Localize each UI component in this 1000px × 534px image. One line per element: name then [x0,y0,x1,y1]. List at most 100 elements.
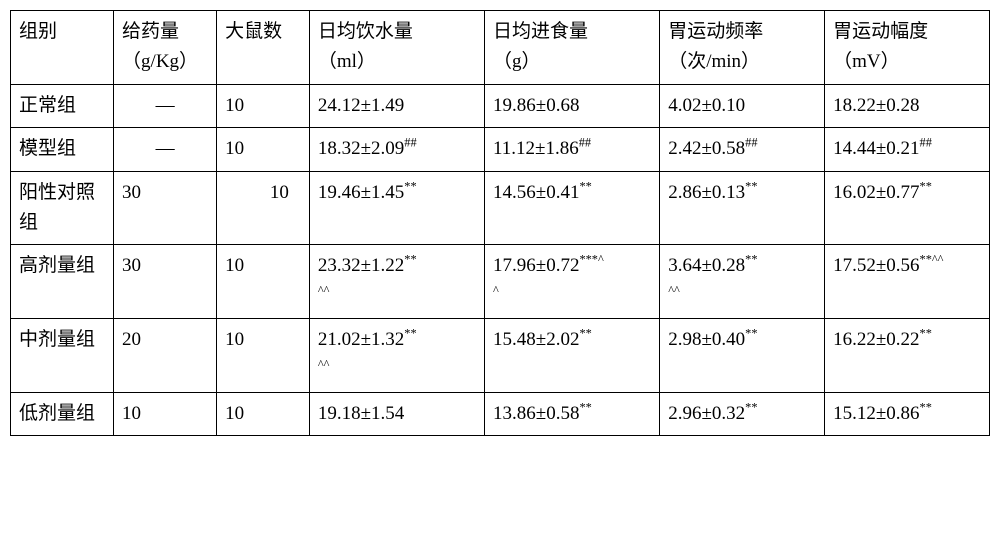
cell-food: 15.48±2.02** [485,319,660,393]
value-text: 23.32±1.22 [318,255,404,276]
value-text: 18.22±0.28 [833,95,919,116]
col-header-group: 组别 [11,11,114,85]
cell-food: 17.96±0.72***^ ^ [485,245,660,319]
header-unit: （g/Kg） [122,51,198,72]
value-text: 24.12±1.49 [318,95,404,116]
col-header-dose: 给药量 （g/Kg） [114,11,217,85]
cell-water: 19.18±1.54 [309,392,484,435]
cell-dose: 30 [114,171,217,245]
cell-food: 13.86±0.58** [485,392,660,435]
sig-marker-line2: ^^ [668,283,680,297]
col-header-freq: 胃运动频率 （次/min） [660,11,825,85]
cell-dose: 20 [114,319,217,393]
value-text: 19.46±1.45 [318,182,404,203]
sig-marker: ** [920,179,932,193]
cell-water: 21.02±1.32** ^^ [309,319,484,393]
col-header-rats: 大鼠数 [217,11,310,85]
cell-rats: 10 [217,171,310,245]
header-text: 胃运动幅度 [833,21,928,42]
table-row: 低剂量组 10 10 19.18±1.54 13.86±0.58** 2.96±… [11,392,990,435]
cell-freq: 2.98±0.40** [660,319,825,393]
value-text: 2.98±0.40 [668,329,745,350]
header-unit: （g） [493,51,541,72]
cell-rats: 10 [217,392,310,435]
cell-food: 14.56±0.41** [485,171,660,245]
value-text: 17.96±0.72 [493,255,579,276]
cell-rats: 10 [217,84,310,127]
sig-marker: ** [404,327,416,341]
value-text: 19.86±0.68 [493,95,579,116]
value-text: 11.12±1.86 [493,138,579,159]
header-text: 日均饮水量 [318,21,413,42]
sig-marker: ## [404,136,416,150]
value-text: 4.02±0.10 [668,95,745,116]
value-text: 21.02±1.32 [318,329,404,350]
cell-food: 11.12±1.86## [485,128,660,171]
value-text: 2.86±0.13 [668,182,745,203]
value-text: 16.02±0.77 [833,182,919,203]
cell-freq: 2.96±0.32** [660,392,825,435]
value-text: 19.18±1.54 [318,403,404,424]
cell-water: 23.32±1.22** ^^ [309,245,484,319]
sig-marker: ** [745,253,757,267]
header-unit: （次/min） [668,51,760,72]
header-text: 给药量 [122,21,179,42]
cell-food: 19.86±0.68 [485,84,660,127]
sig-marker-line2: ^^ [318,357,330,371]
cell-freq: 3.64±0.28** ^^ [660,245,825,319]
value-text: 17.52±0.56 [833,255,919,276]
cell-freq: 2.86±0.13** [660,171,825,245]
table-row: 高剂量组 30 10 23.32±1.22**^^ 17.96±0.72***^… [11,245,990,319]
cell-amp: 16.02±0.77** [825,171,990,245]
cell-dose: 30 [114,245,217,319]
table-row: 阳性对照组 30 10 19.46±1.45** 14.56±0.41** 2.… [11,171,990,245]
value-text: 2.96±0.32 [668,403,745,424]
header-unit: （ml） [318,51,376,72]
header-text: 大鼠数 [225,21,282,42]
cell-dose: 10 [114,392,217,435]
col-header-food: 日均进食量 （g） [485,11,660,85]
sig-marker-line2: ^^ [318,283,330,297]
cell-rats: 10 [217,128,310,171]
cell-rats: 10 [217,245,310,319]
header-row: 组别 给药量 （g/Kg） 大鼠数 日均饮水量 （ml） 日均进食量 （g） 胃运动频… [11,11,990,85]
sig-marker: ** [579,327,591,341]
sig-marker: ** [404,253,416,267]
col-header-water: 日均饮水量 （ml） [309,11,484,85]
cell-freq: 2.42±0.58## [660,128,825,171]
sig-marker: ## [920,136,932,150]
sig-marker: ** [745,401,757,415]
sig-marker: ## [745,136,757,150]
value-text: 3.64±0.28 [668,255,745,276]
data-table: 组别 给药量 （g/Kg） 大鼠数 日均饮水量 （ml） 日均进食量 （g） 胃运动频… [10,10,990,436]
cell-group: 正常组 [11,84,114,127]
table-row: 模型组 — 10 18.32±2.09## 11.12±1.86## 2.42±… [11,128,990,171]
cell-group: 中剂量组 [11,319,114,393]
cell-amp: 15.12±0.86** [825,392,990,435]
sig-marker: ** [745,179,757,193]
cell-group: 阳性对照组 [11,171,114,245]
header-text: 组别 [19,21,57,42]
cell-water: 24.12±1.49 [309,84,484,127]
cell-dose: — [114,128,217,171]
value-text: 13.86±0.58 [493,403,579,424]
cell-water: 18.32±2.09## [309,128,484,171]
cell-freq: 4.02±0.10 [660,84,825,127]
value-text: 18.32±2.09 [318,138,404,159]
sig-marker: ***^ [579,253,603,267]
value-text: 15.12±0.86 [833,403,919,424]
sig-marker: ## [579,136,591,150]
value-text: 14.56±0.41 [493,182,579,203]
sig-marker: ** [920,327,932,341]
value-text: 14.44±0.21 [833,138,919,159]
table-row: 中剂量组 20 10 21.02±1.32**^^ 15.48±2.02** 2… [11,319,990,393]
col-header-amp: 胃运动幅度（mV） [825,11,990,85]
sig-marker: ** [579,401,591,415]
value-text: 2.42±0.58 [668,138,745,159]
sig-marker: ** [920,401,932,415]
sig-marker-line2: ^ [493,283,499,297]
sig-marker: **^^ [920,253,944,267]
header-text: 日均进食量 [493,21,588,42]
value-text: 15.48±2.02 [493,329,579,350]
header-text: 胃运动频率 [668,21,763,42]
